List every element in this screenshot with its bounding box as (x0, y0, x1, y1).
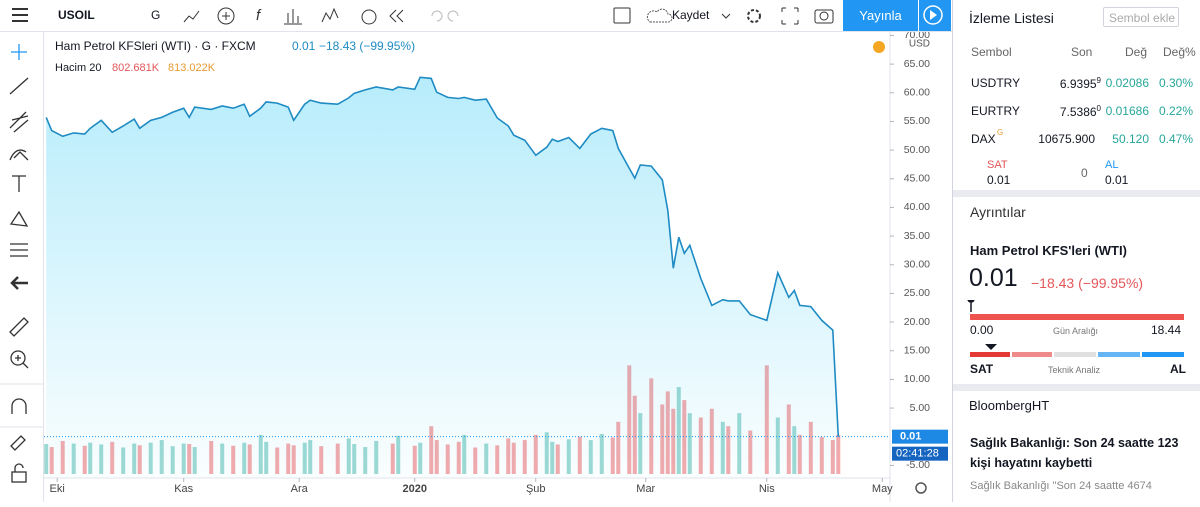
row-pip: 9 (1096, 76, 1101, 85)
sell-price[interactable]: 0.01 (987, 173, 1011, 187)
toolbar-icons[interactable]: f (180, 5, 480, 27)
details-change: −18.43 (−99.95%) (1031, 275, 1144, 291)
x-tick-label: May (872, 483, 893, 495)
y-tick-label: 60.00 (904, 87, 930, 99)
y-tick-label: 70.00 (904, 29, 930, 41)
right-toolbar-icons[interactable] (612, 5, 842, 27)
buy-price[interactable]: 0.01 (1105, 173, 1129, 187)
ta-buy: AL (1170, 362, 1186, 376)
row-pip: 0 (1096, 104, 1101, 113)
x-tick-label: Şub (526, 483, 546, 495)
currency: USD (909, 39, 930, 50)
menu-icon[interactable] (12, 8, 28, 22)
details-price: 0.01 (969, 264, 1018, 292)
row-change-pct: 0.30% (1158, 76, 1193, 90)
watchlist-title[interactable]: İzleme Listesi (969, 10, 1054, 26)
news-snippet: Sağlık Bakanlığı "Son 24 saatte 4674 (970, 480, 1152, 492)
replay-button[interactable] (919, 0, 951, 31)
separator (953, 384, 1200, 391)
x-tick-label: 2020 (403, 483, 427, 495)
x-tick-label: Eki (50, 483, 65, 495)
details-name: Ham Petrol KFS'leri (WTI) (970, 243, 1127, 258)
y-tick-label: 55.00 (904, 115, 930, 127)
drawing-toolbar (0, 32, 44, 502)
search-input[interactable]: Sembol ekle (1103, 7, 1179, 27)
row-symbol[interactable]: EURTRY (971, 104, 1020, 118)
header-change-pct: Değ% (1163, 45, 1196, 59)
save-button[interactable]: Kaydet (672, 8, 710, 22)
range-label: Gün Aralığı (1053, 326, 1099, 336)
header-symbol: Sembol (971, 45, 1012, 59)
y-tick-label: 50.00 (904, 144, 930, 156)
alert-icon[interactable] (873, 41, 885, 53)
ta-label: Teknik Analiz (1048, 365, 1101, 375)
row-change: 0.02086 (1105, 76, 1149, 90)
chart: Ham Petrol KFSleri (WTI) · G · FXCM 0.01… (44, 29, 948, 502)
news-headline[interactable]: Sağlık Bakanlığı: Son 24 saatte 123 kişi… (970, 436, 1179, 470)
row-change: 0.01686 (1105, 104, 1149, 118)
side-panel: İzleme Listesi Sembol ekle Sembol Son De… (952, 0, 1200, 502)
y-tick-label: 15.00 (904, 345, 930, 357)
buy-label: AL (1105, 159, 1119, 171)
ta-sell: SAT (970, 362, 994, 376)
range-high: 18.44 (1151, 323, 1182, 337)
y-tick-label: 45.00 (904, 173, 930, 185)
y-tick-label: 5.00 (910, 402, 931, 414)
y-tick-label: 65.00 (904, 58, 930, 70)
separator (953, 190, 1200, 197)
range-bars (967, 300, 1184, 357)
x-tick-label: Nis (759, 483, 775, 495)
row-change-pct: 0.22% (1158, 104, 1193, 118)
news-source[interactable]: BloombergHT (969, 398, 1050, 413)
y-tick-label: 40.00 (904, 201, 930, 213)
row-last: 7.53860 (1059, 104, 1101, 119)
sell-label: SAT (987, 159, 1008, 171)
countdown: 02:41:28 (896, 448, 939, 460)
row-symbol[interactable]: USDTRY (971, 76, 1021, 90)
header-last: Son (1071, 45, 1093, 59)
row-badge: G (997, 128, 1004, 137)
countdown-box (892, 446, 948, 461)
y-tick-label: 20.00 (904, 316, 930, 328)
legend-change: −18.43 (−99.95%) (319, 39, 415, 53)
publish-button[interactable]: Yayınla (843, 0, 918, 31)
last-price-label: 0.01 (900, 431, 921, 443)
settings-icon[interactable] (915, 482, 927, 494)
header-change: Değ (1125, 45, 1148, 59)
legend-last: 0.01 (292, 39, 316, 53)
x-tick-label: Ara (291, 483, 309, 495)
spread: 0 (1081, 166, 1088, 180)
interval[interactable]: G (151, 8, 161, 22)
price-line (45, 76, 840, 437)
price-area (46, 77, 839, 479)
volume-name: Hacim 20 (55, 62, 101, 74)
row-last: 10675.900 (1038, 132, 1095, 146)
svg-text:f: f (256, 7, 262, 24)
drawing-tools[interactable] (0, 32, 43, 502)
y-tick-label: 10.00 (904, 373, 930, 385)
legend-title: Ham Petrol KFSleri (WTI) · G · FXCM (55, 39, 256, 53)
volume-ma: 813.022K (168, 62, 216, 74)
row-change: 50.120 (1112, 132, 1149, 146)
row-change-pct: 0.47% (1158, 132, 1193, 146)
y-tick-label: -5.00 (906, 459, 930, 471)
top-toolbar: USOIL G f Kaydet Yayınla (0, 0, 952, 32)
details-title: Ayrıntılar (970, 204, 1026, 220)
row-last: 6.93959 (1059, 76, 1101, 91)
x-tick-label: Kas (174, 483, 193, 495)
last-price-box (892, 429, 948, 444)
range-low: 0.00 (970, 323, 994, 337)
y-tick-label: 35.00 (904, 230, 930, 242)
y-tick-label: 25.00 (904, 287, 930, 299)
volume-last: 802.681K (112, 62, 160, 74)
symbol[interactable]: USOIL (58, 8, 95, 22)
row-symbol[interactable]: DAX (971, 132, 996, 146)
x-tick-label: Mar (636, 483, 655, 495)
y-tick-label: 30.00 (904, 259, 930, 271)
